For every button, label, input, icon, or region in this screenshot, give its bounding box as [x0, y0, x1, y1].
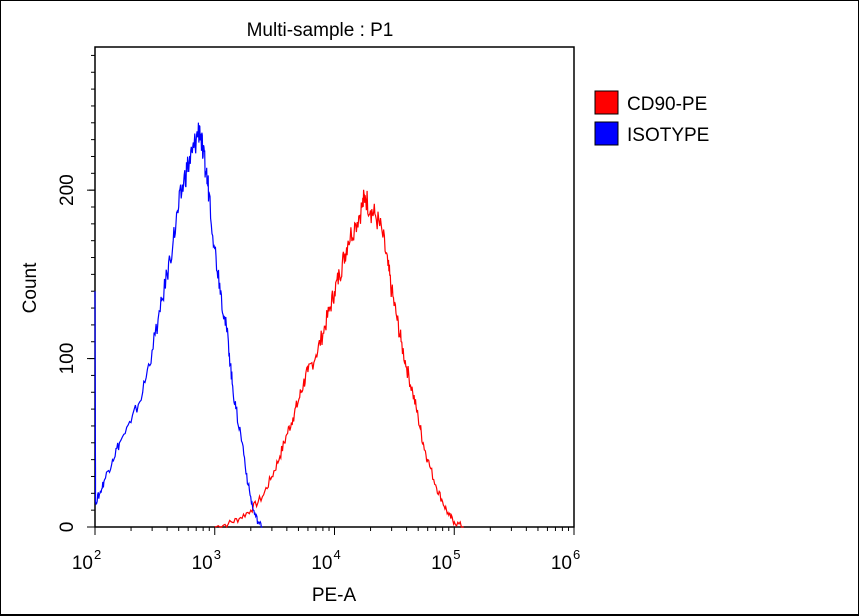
chart-title: Multi-sample : P1 — [247, 20, 394, 41]
y-tick-label: 100 — [57, 343, 78, 375]
y-tick-label: 200 — [57, 174, 78, 206]
y-axis-title: Count — [20, 262, 41, 313]
x-tick-exponent: 3 — [214, 547, 221, 562]
series-line-isotype — [94, 122, 263, 528]
x-tick-exponent: 2 — [94, 547, 101, 562]
x-tick-labels: 10 2 10 3 10 4 10 5 10 6 — [72, 527, 580, 574]
plot-area — [94, 46, 575, 528]
x-tick-label: 10 — [311, 553, 332, 574]
x-tick-exponent: 4 — [334, 547, 341, 562]
x-tick-label: 10 — [431, 553, 452, 574]
legend-swatch-isotype — [594, 121, 619, 146]
y-tick-label: 0 — [57, 522, 78, 533]
legend-swatch-cd90 — [594, 90, 619, 115]
legend-label-isotype: ISOTYPE — [627, 125, 709, 146]
x-tick-label: 10 — [192, 553, 213, 574]
x-tick-label: 10 — [551, 553, 572, 574]
x-tick-exponent: 5 — [453, 547, 460, 562]
series-lines — [94, 122, 464, 529]
legend-label-cd90: CD90-PE — [627, 94, 707, 115]
x-tick-exponent: 6 — [573, 547, 580, 562]
x-axis-title: PE-A — [312, 585, 357, 606]
x-tick-label: 10 — [72, 553, 93, 574]
series-line-cd90 — [214, 189, 464, 529]
legend: CD90-PE ISOTYPE — [594, 90, 709, 146]
y-tick-labels: 0 100 200 — [57, 174, 95, 532]
minor-ticks — [89, 54, 570, 531]
